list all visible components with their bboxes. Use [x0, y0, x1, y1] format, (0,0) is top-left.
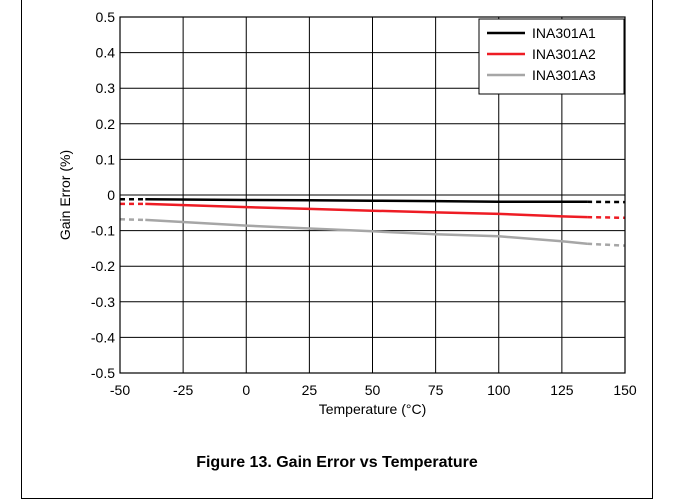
- tick-labels: -50 -25 0 25 50 75 100 125 150 0.5 0.4 0.3 0.2 0.1 0 -0…: [91, 9, 637, 398]
- series-line: [145, 202, 588, 219]
- x-tick-label: -25: [173, 382, 193, 398]
- plot-border: [119, 16, 626, 374]
- legend-entry: INA301A1: [532, 25, 596, 41]
- series-line-extrapolated: [587, 242, 626, 247]
- y-tick-label: 0.5: [96, 9, 116, 25]
- figure-frame: [21, 0, 653, 499]
- legend-box: [478, 18, 625, 95]
- y-tick-label: 0: [107, 187, 115, 203]
- gain-error-chart: -50 -25 0 25 50 75 100 125 150 0.5 0.4 0.3 0.2 0.1 0 -0…: [57, 9, 637, 417]
- series-layer: [119, 198, 626, 247]
- y-tick-label: -0.3: [91, 294, 115, 310]
- y-tick-label: -0.1: [91, 223, 115, 239]
- x-tick-label: 0: [242, 382, 250, 398]
- series-line-extrapolated: [587, 215, 626, 220]
- y-tick-label: -0.5: [91, 365, 115, 381]
- figure-caption: Figure 13. Gain Error vs Temperature: [196, 454, 478, 471]
- x-axis-label: Temperature (°C): [319, 401, 427, 417]
- series-line: [145, 218, 588, 246]
- x-tick-label: 50: [365, 382, 381, 398]
- y-tick-label: 0.4: [96, 45, 116, 61]
- y-tick-label: 0.2: [96, 116, 116, 132]
- x-tick-label: 25: [302, 382, 318, 398]
- series-line: [145, 198, 588, 204]
- series-line-extrapolated: [119, 217, 146, 222]
- legend-entry: INA301A3: [532, 67, 596, 83]
- y-tick-label: 0.1: [96, 151, 116, 167]
- legend: INA301A1 INA301A2 INA301A3: [478, 18, 625, 95]
- x-tick-label: 150: [613, 382, 637, 398]
- y-axis-label: Gain Error (%): [57, 150, 73, 240]
- x-tick-label: -50: [110, 382, 130, 398]
- y-tick-label: 0.3: [96, 80, 116, 96]
- x-tick-label: 125: [550, 382, 574, 398]
- x-tick-label: 75: [428, 382, 444, 398]
- x-tick-label: 100: [487, 382, 511, 398]
- legend-entry: INA301A2: [532, 46, 596, 62]
- y-tick-label: -0.4: [91, 329, 115, 345]
- y-tick-label: -0.2: [91, 258, 115, 274]
